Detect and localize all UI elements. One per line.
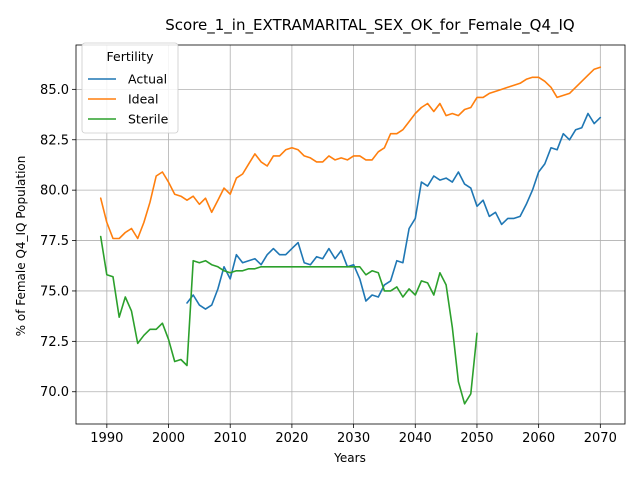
legend-label-sterile: Sterile	[128, 112, 169, 127]
x-tick-label: 2070	[584, 431, 617, 446]
x-tick-label: 2020	[275, 431, 308, 446]
grid-lines	[76, 45, 625, 424]
y-tick-label: 75.0	[40, 284, 69, 299]
y-tick-label: 77.5	[40, 234, 69, 249]
y-axis-label: % of Female Q4_IQ Population	[14, 156, 28, 337]
y-tick-label: 72.5	[40, 335, 69, 350]
x-tick-label: 1990	[90, 431, 123, 446]
legend-box	[81, 42, 179, 134]
plot-frame	[75, 44, 626, 425]
legend-title: Fertility	[107, 49, 155, 64]
x-tick-label: 2050	[460, 431, 493, 446]
x-tick-label: 2060	[522, 431, 555, 446]
y-tick-label: 70.0	[40, 385, 69, 400]
series-layer	[99, 66, 602, 405]
legend: Fertility Actual Ideal Sterile	[81, 42, 179, 134]
chart-title: Score_1_in_EXTRAMARITAL_SEX_OK_for_Femal…	[165, 16, 574, 35]
series-line-ideal	[99, 66, 602, 240]
series-line-actual	[186, 112, 602, 310]
y-tick-label: 82.5	[40, 133, 69, 148]
x-tick-label: 2010	[214, 431, 247, 446]
y-tick-label: 85.0	[40, 83, 69, 98]
axis-ticks: 1990 2000 2010 2020 2030 2040 2050 2060 2070 70.0…	[40, 83, 617, 446]
x-axis-label: Years	[333, 451, 366, 465]
x-tick-label: 2000	[152, 431, 185, 446]
y-tick-label: 80.0	[40, 184, 69, 199]
legend-label-ideal: Ideal	[128, 92, 158, 107]
x-tick-label: 2030	[337, 431, 370, 446]
legend-label-actual: Actual	[128, 72, 167, 87]
series-line-sterile	[99, 235, 478, 405]
x-tick-label: 2040	[399, 431, 432, 446]
